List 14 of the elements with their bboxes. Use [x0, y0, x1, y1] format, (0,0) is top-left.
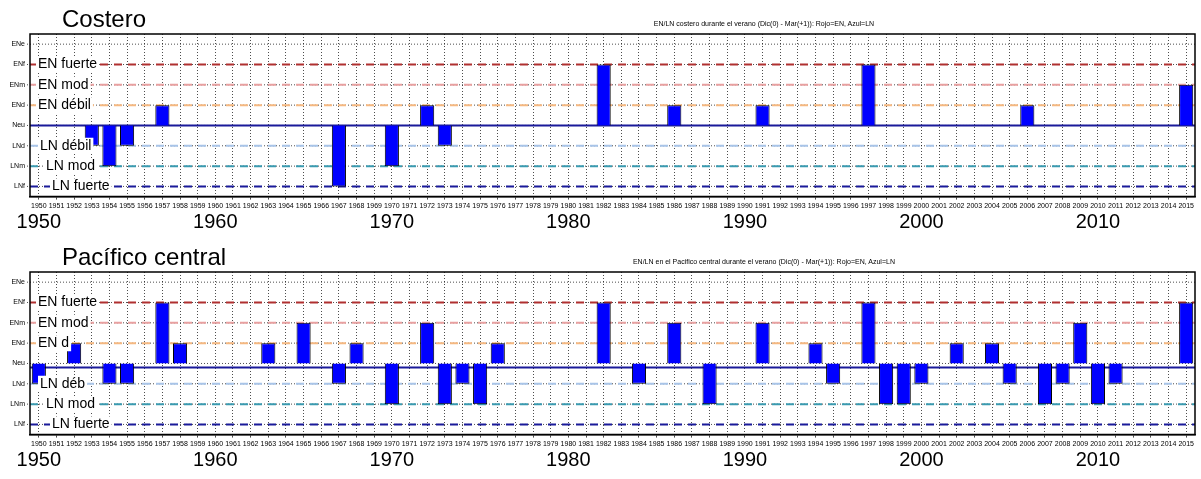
- ref-line-label: EN fuerte: [38, 293, 98, 310]
- chart-title: Pacífico central: [62, 242, 227, 270]
- ref-line-label: EN mod: [38, 313, 89, 330]
- ref-line-label: LN fuerte: [52, 415, 110, 432]
- chart-title: Costero: [62, 4, 147, 32]
- ref-line-label: LN mod: [46, 394, 96, 411]
- ref-line-label: EN débil: [38, 96, 91, 113]
- ref-line-label: LN fuerte: [52, 177, 110, 194]
- ref-line-label: LN débil: [40, 136, 92, 153]
- ref-line-label: EN d: [38, 334, 70, 351]
- ref-line-label: EN fuerte: [38, 55, 98, 72]
- ref-line-label: LN déb: [40, 374, 86, 391]
- ref-line-label: EN mod: [38, 75, 89, 92]
- ref-line-label: LN mod: [46, 156, 96, 173]
